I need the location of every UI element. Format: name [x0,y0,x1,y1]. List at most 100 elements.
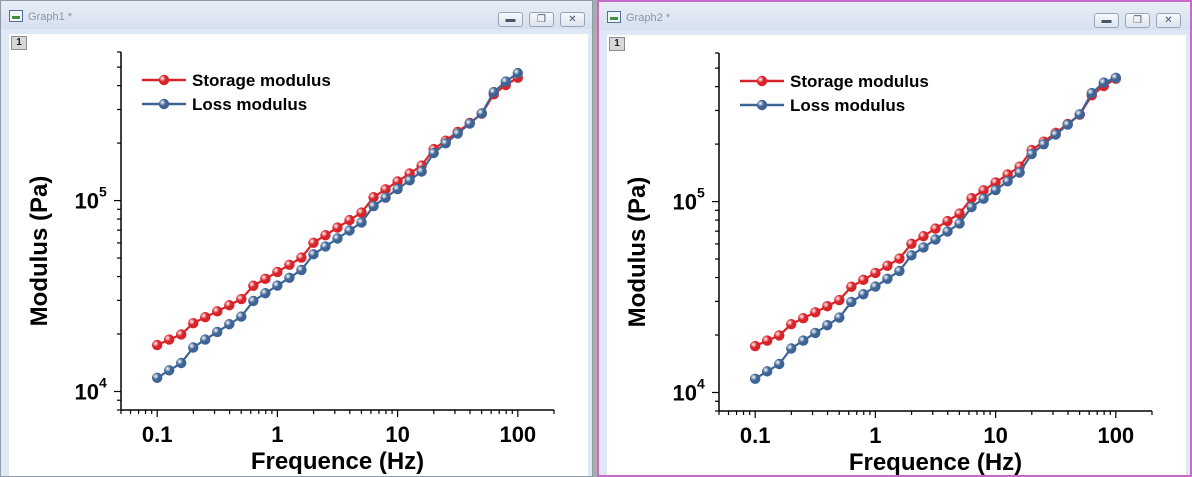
data-point [822,320,833,331]
graph2-titlebar[interactable]: Graph2 * ▬ ❐ ✕ [599,2,1190,30]
data-point [870,281,881,292]
y-tick-exponent: 4 [99,374,107,390]
layer-button[interactable]: 1 [609,37,625,51]
data-point [452,128,463,139]
data-point [798,312,809,324]
data-point [464,118,475,129]
legend-marker [158,98,170,110]
series-line-0 [156,76,519,347]
data-point [284,259,295,270]
y-tick-exponent: 5 [697,185,705,201]
data-point [834,312,845,323]
data-point [176,357,187,369]
minimize-button[interactable]: ▬ [1094,13,1119,28]
x-tick-label: 10 [983,423,1007,448]
data-point [978,193,989,204]
data-point [870,267,881,279]
data-point [894,265,905,277]
data-point [272,280,283,291]
data-point [858,289,869,300]
data-point [882,260,893,271]
graph2-window[interactable]: Graph2 * ▬ ❐ ✕ 0.1 1 10 100 10 4 10 5 Frequence … [597,0,1192,477]
y-tick-label: 10 [673,190,697,215]
data-point [248,295,259,307]
data-point [930,223,941,234]
restore-button[interactable]: ❐ [529,12,554,27]
data-point [188,342,199,353]
y-tick-label: 10 [673,380,697,405]
graph1-titlebar[interactable]: Graph1 * ▬ ❐ ✕ [1,1,592,29]
data-point [416,166,427,177]
minimize-button[interactable]: ▬ [498,12,523,27]
data-point [1026,148,1037,160]
y-tick-label: 10 [75,189,99,214]
data-point [846,281,857,292]
data-point [332,233,343,244]
data-point [786,343,797,354]
data-point [368,200,379,212]
data-point [440,138,451,149]
data-point [308,249,319,260]
data-point [404,175,415,186]
layer-button[interactable]: 1 [11,36,27,50]
restore-icon: ❐ [1133,15,1142,26]
data-point [296,252,307,263]
data-point [272,266,283,278]
x-axis-label: Frequence (Hz) [251,448,424,475]
graph2-canvas[interactable]: 0.1 1 10 100 10 4 10 5 Frequence (Hz) Modulus (Pa… [607,35,1186,476]
minimize-icon: ▬ [1101,15,1112,26]
data-point [1062,119,1073,130]
graph1-window[interactable]: Graph1 * ▬ ❐ ✕ 0.1 1 10 100 10 4 10 5 Frequence … [0,0,593,477]
legend-label: Loss modulus [790,96,905,115]
data-point [822,301,833,312]
data-point [236,311,247,322]
x-tick-label: 10 [385,422,409,447]
data-point [1110,72,1122,83]
data-point [224,300,235,311]
data-point [248,280,259,291]
data-point [260,273,271,285]
close-button[interactable]: ✕ [560,12,585,27]
data-point [918,242,929,253]
data-point [749,373,761,384]
data-point [798,335,809,346]
y-axis-label: Modulus (Pa) [26,176,53,327]
data-point [296,264,307,276]
close-icon: ✕ [568,14,577,25]
y-tick-exponent: 5 [99,184,107,200]
data-point [320,241,331,252]
data-point [212,326,223,338]
data-point [200,311,211,323]
data-point [858,274,869,286]
data-point [810,307,821,318]
data-point [906,250,917,261]
x-tick-label: 0.1 [142,422,173,447]
data-point [774,330,785,341]
data-point [151,372,163,383]
data-point [942,226,953,237]
graph-window-icon [607,11,621,23]
data-point [942,215,953,227]
data-point [356,217,367,228]
data-point [1014,167,1025,178]
data-point [260,288,271,299]
data-point [500,76,511,87]
data-point [308,237,319,248]
data-point [151,339,163,351]
data-point [846,296,857,308]
data-point [488,86,499,98]
restore-button[interactable]: ❐ [1125,13,1150,28]
x-tick-label: 1 [869,423,881,448]
graph1-canvas[interactable]: 0.1 1 10 100 10 4 10 5 Frequence (Hz) Modulus (Pa… [9,34,588,476]
legend-marker [158,74,170,86]
data-point [164,334,175,345]
data-point [512,67,524,79]
data-point [164,365,175,376]
data-point [1038,139,1049,150]
close-button[interactable]: ✕ [1156,13,1181,28]
data-point [344,225,355,236]
graph-window-icon [9,10,23,22]
data-point [188,317,199,329]
series-line-0 [754,77,1117,348]
